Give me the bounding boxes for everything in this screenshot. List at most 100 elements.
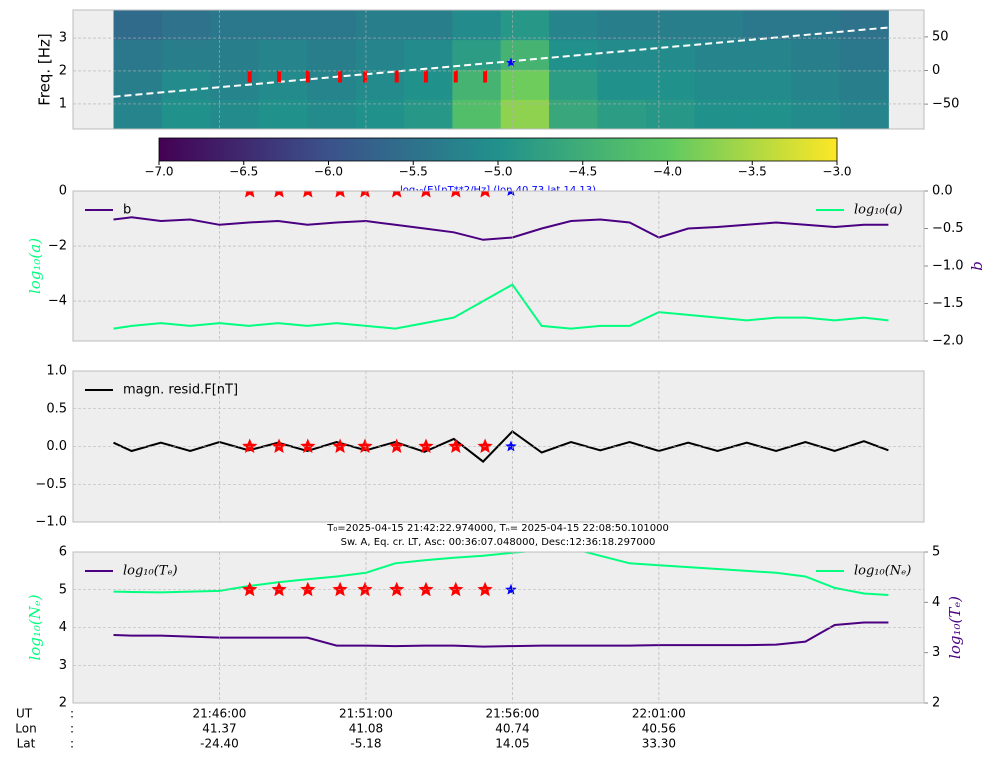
colorbar-tick-label: −5.5 <box>399 165 428 179</box>
spectrogram-cell <box>839 39 889 70</box>
y-tick-label: 3 <box>59 658 67 673</box>
spectrogram-cell <box>549 99 598 129</box>
y-axis-label: Freq. [Hz] <box>36 33 54 106</box>
spectrogram-cell <box>307 10 357 41</box>
spectrogram-cell <box>549 10 598 41</box>
series-line <box>113 26 889 98</box>
event-marker <box>360 191 370 198</box>
spectrogram-cell <box>404 10 453 41</box>
spectrogram-cell <box>500 39 550 70</box>
spectrogram-cell <box>742 10 792 41</box>
event-marker <box>357 438 373 453</box>
spectrogram-cell <box>646 99 696 129</box>
event-marker <box>421 191 431 198</box>
table-cell: -24.40 <box>200 737 239 751</box>
event-marker <box>245 191 255 198</box>
event-marker <box>271 581 287 597</box>
legend-label: log₁₀(Nₑ) <box>854 564 911 579</box>
y-tick-label: 1 <box>59 96 67 111</box>
event-marker <box>274 191 284 198</box>
spectrogram-cell <box>694 39 744 70</box>
y-tick-label: −0.5 <box>35 477 67 492</box>
spectrogram-cell <box>839 10 889 41</box>
spectrogram-cell <box>694 69 744 100</box>
spectrogram-cell <box>839 69 889 100</box>
x-tick-label: 21:51:00 <box>339 707 393 721</box>
series-line <box>113 552 889 596</box>
spectrogram-cell <box>404 39 453 70</box>
y2-tick-label: 50 <box>932 29 949 44</box>
spectrogram-cell <box>355 39 405 70</box>
legend-label: b <box>123 203 131 218</box>
y-axis-label: log₁₀(a) <box>26 238 44 294</box>
event-marker <box>357 581 373 597</box>
table-row-name: UT <box>16 707 33 721</box>
event-marker <box>505 440 517 452</box>
y2-tick-label: 4 <box>932 595 940 610</box>
plot-content <box>113 191 889 330</box>
spectrogram-cell <box>113 10 163 41</box>
spectrogram-cell <box>161 69 211 100</box>
y-tick-label: 6 <box>59 545 67 560</box>
spectrogram-cell <box>113 99 163 129</box>
x-tick-label: 22:01:00 <box>632 707 686 721</box>
event-marker <box>483 70 488 83</box>
spectrogram-cell <box>791 99 841 129</box>
plot-content <box>113 430 889 463</box>
table-cell: 40.56 <box>642 722 676 736</box>
chart-subtitle: Sw. A, Eq. cr. LT, Asc: 00:36:07.048000,… <box>341 537 656 548</box>
spectrogram-cell <box>307 99 357 129</box>
table-cell: -5.18 <box>350 737 381 751</box>
spectrogram-cell <box>307 69 357 100</box>
legend-label: log₁₀(Tₑ) <box>123 564 178 579</box>
plot-frame <box>72 370 925 523</box>
event-marker <box>418 438 434 453</box>
y2-tick-label: 5 <box>932 545 940 560</box>
colorbar-tick-label: −5.0 <box>483 165 512 179</box>
table-row-name: Lat <box>17 737 36 751</box>
event-marker <box>332 438 348 453</box>
y2-tick-label: −1.0 <box>932 259 964 274</box>
colorbar-tick-label: −7.0 <box>144 165 173 179</box>
event-marker <box>507 191 515 196</box>
event-marker <box>389 438 405 453</box>
spectrogram-cell <box>161 39 211 70</box>
spectrogram-cell <box>210 39 260 70</box>
event-marker <box>242 581 258 597</box>
event-marker <box>338 70 343 83</box>
spectrogram-cell <box>258 99 308 129</box>
table-cell: 40.74 <box>495 722 529 736</box>
event-marker <box>300 581 316 597</box>
event-marker <box>453 70 458 83</box>
spectrogram-cell <box>210 99 260 129</box>
y-tick-label: 0.5 <box>46 401 67 416</box>
table-separator: : <box>70 722 74 736</box>
plot-frame <box>72 551 925 704</box>
event-marker <box>477 581 493 597</box>
y-tick-label: 1.0 <box>46 364 67 379</box>
series-line <box>113 283 889 330</box>
colorbar-tick-label: −6.5 <box>229 165 258 179</box>
spectrogram-cell <box>694 10 744 41</box>
spectrogram-cell <box>500 99 550 129</box>
chart-title: T₀=2025-04-15 21:42:22.974000, Tₙ= 2025-… <box>326 523 669 534</box>
plot-content <box>113 10 889 129</box>
y-tick-label: 0 <box>59 184 67 199</box>
event-marker <box>277 70 282 83</box>
y2-tick-label: −50 <box>932 97 959 112</box>
event-marker <box>300 438 316 453</box>
table-cell: 41.37 <box>202 722 236 736</box>
spectrogram-cell <box>597 39 647 70</box>
event-marker <box>418 581 434 597</box>
series-line <box>113 621 889 648</box>
spectrogram-cell <box>742 99 792 129</box>
spectrogram-cell <box>307 39 357 70</box>
event-marker <box>451 191 461 198</box>
spectrogram-cell <box>258 69 308 100</box>
plot-frame <box>72 9 925 130</box>
y-axis-label: log₁₀(Nₑ) <box>26 594 44 660</box>
y2-tick-label: −2.0 <box>932 334 964 349</box>
spectrogram-cell <box>500 69 550 100</box>
plot-frame <box>72 190 925 342</box>
